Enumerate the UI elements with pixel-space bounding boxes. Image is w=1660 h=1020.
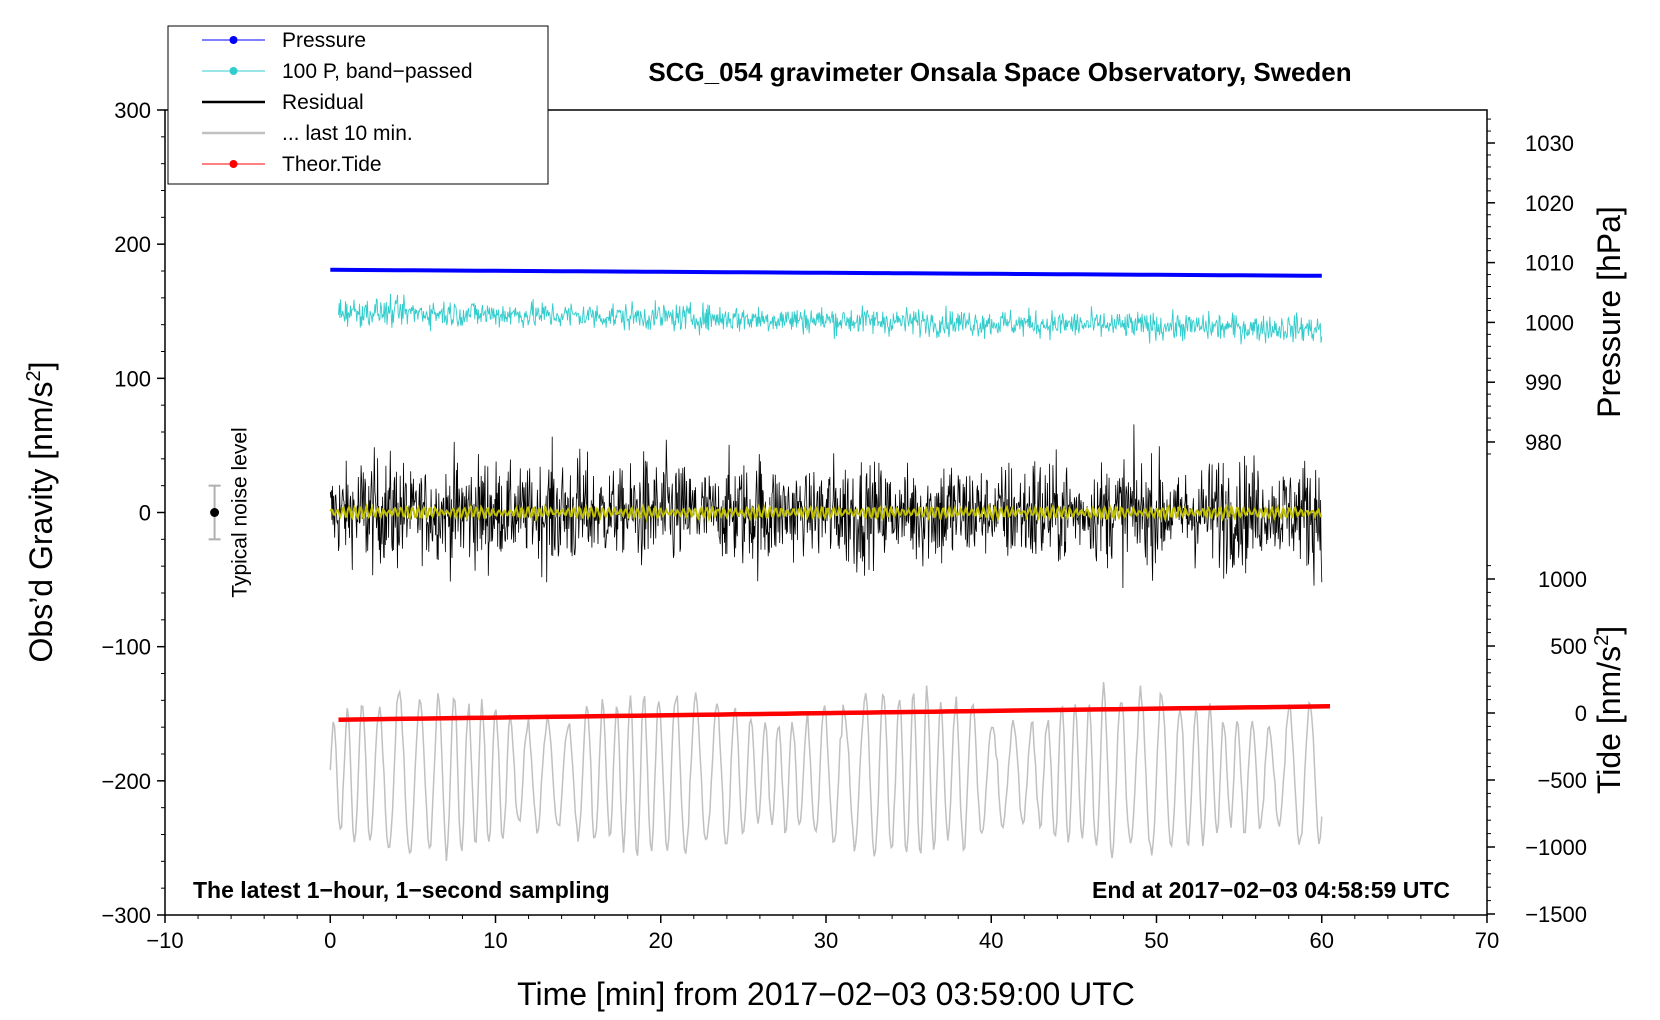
legend-label: 100 P, band−passed: [282, 60, 473, 83]
legend-label: Residual: [282, 91, 364, 114]
x-tick-label: 40: [979, 928, 1003, 953]
tide-tick-label: −500: [1537, 768, 1587, 793]
tide-tick-label: 1000: [1538, 567, 1587, 592]
pressure-line: [330, 267, 1322, 278]
x-tick-label: 30: [814, 928, 838, 953]
annotation-end-time: End at 2017−02−03 04:58:59 UTC: [1092, 877, 1450, 903]
y-tick-label: 100: [114, 366, 151, 391]
tide-tick-label: −1000: [1525, 835, 1587, 860]
legend-label: ... last 10 min.: [282, 122, 413, 145]
residual-line: [329, 424, 1323, 589]
y-axis-label-gravity: Obs’d Gravity [nm/s2]: [23, 362, 59, 663]
x-tick-label: 60: [1310, 928, 1334, 953]
noise-bar-dot: [210, 508, 220, 517]
chart-title: SCG_054 gravimeter Onsala Space Observat…: [648, 57, 1351, 87]
tide-tick-label: 500: [1550, 634, 1587, 659]
x-tick-label: 10: [483, 928, 507, 953]
y-tick-label: 0: [139, 501, 151, 526]
axis-ticks: [157, 109, 1495, 923]
theoretical-tide-line: [338, 704, 1331, 722]
legend-marker: [229, 160, 238, 168]
y-axis-label-tide: Tide [nm/s2]: [1591, 626, 1627, 794]
tide-tick-label: 0: [1575, 701, 1587, 726]
legend-label: Pressure: [282, 29, 366, 52]
tick-labels: −10 0 10 20 30 40 50 60 703002001000−100−200−300…: [101, 98, 1587, 953]
pressure-tick-label: 1030: [1525, 131, 1574, 156]
data-series: [329, 267, 1331, 861]
pressure-tick-label: 1000: [1525, 310, 1574, 335]
y-tick-label: −200: [101, 769, 151, 794]
x-tick-label: 0: [324, 928, 336, 953]
pressure-tick-label: 990: [1525, 370, 1562, 395]
x-axis-label: Time [min] from 2017−02−03 03:59:00 UTC: [517, 976, 1135, 1012]
pressure-tick-label: 1010: [1525, 251, 1574, 276]
legend-label: Theor.Tide: [282, 153, 382, 176]
y-tick-label: 200: [114, 232, 151, 257]
pressure-tick-label: 980: [1525, 430, 1562, 455]
x-tick-label: −10: [146, 928, 183, 953]
noise-level-label: Typical noise level: [229, 427, 252, 597]
x-tick-label: 20: [649, 928, 673, 953]
legend-box: [167, 25, 549, 185]
x-tick-label: 70: [1475, 928, 1499, 953]
annotation-sampling: The latest 1−hour, 1−second sampling: [193, 877, 610, 903]
legend-marker: [229, 67, 238, 75]
y-tick-label: −100: [101, 635, 151, 660]
pressure-band-passed-line: [338, 293, 1323, 345]
noise-level-marker: Typical noise level: [208, 427, 252, 598]
tide-tick-label: −1500: [1525, 902, 1587, 927]
y-tick-label: −300: [101, 903, 151, 928]
pressure-tick-label: 1020: [1525, 191, 1574, 216]
residual-smoothed-line: [329, 502, 1323, 524]
legend: Pressure 100 P, band−passed Residual ... la…: [167, 25, 549, 185]
y-axis-label-pressure: Pressure [hPa]: [1591, 206, 1627, 418]
y-tick-label: 300: [114, 98, 151, 123]
x-tick-label: 50: [1144, 928, 1168, 953]
legend-marker: [229, 36, 238, 44]
